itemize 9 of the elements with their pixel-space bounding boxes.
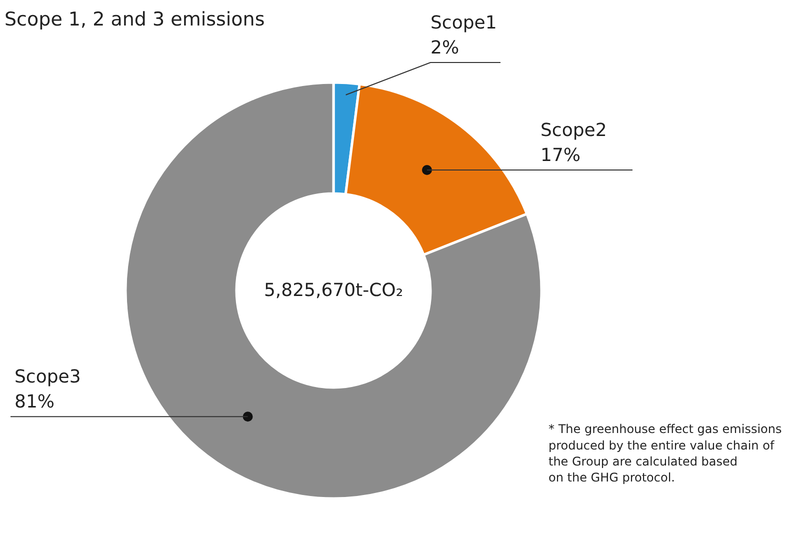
data-label: 81% xyxy=(14,392,55,413)
slice-label: Scope3 xyxy=(14,366,81,388)
data-label: 2% xyxy=(430,38,460,58)
text: * The greenhouse effect gas emissions produced by the entire value chain of the Group are calculated based on the GHG protocol. xyxy=(548,422,782,484)
text: 5,825,670t-CO₂ xyxy=(264,280,404,301)
slice-label: Scope1 xyxy=(430,12,497,34)
slice-label: Scope2 xyxy=(540,120,607,141)
chart-title: Scope 1, 2 and 3 emissions xyxy=(4,8,265,30)
data-label: 17% xyxy=(540,145,581,166)
